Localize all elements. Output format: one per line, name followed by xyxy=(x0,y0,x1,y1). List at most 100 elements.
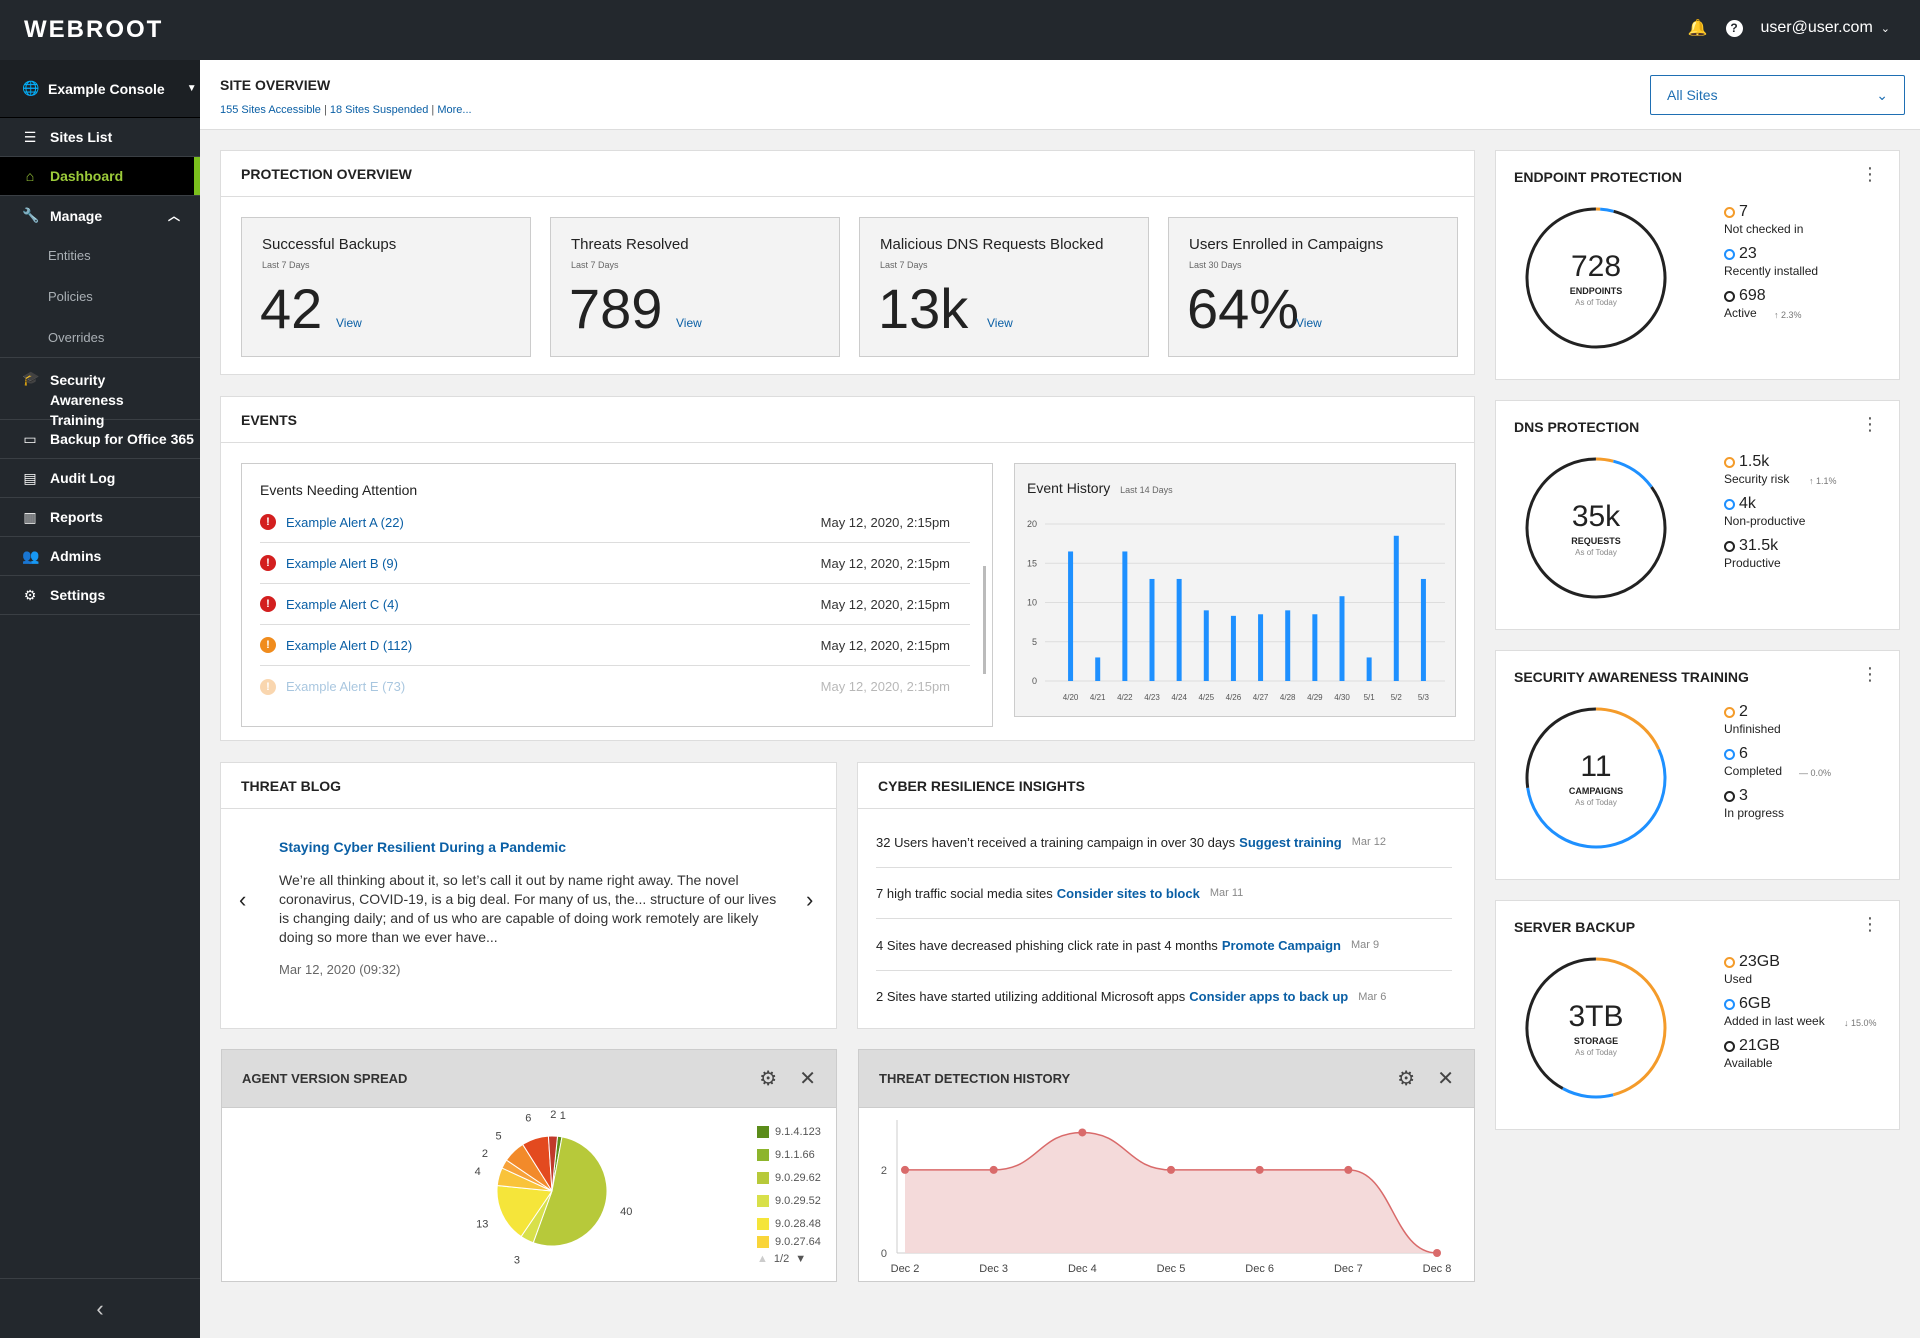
legend-item: 2 Unfinished xyxy=(1724,703,1894,736)
pie-slice-label: 2 xyxy=(550,1109,556,1121)
widget-controls: ⚙ ✕ xyxy=(759,1066,816,1091)
donut-asof: As of Today xyxy=(1575,547,1617,557)
sidebar-item-security-awareness-training[interactable]: 🎓 Security Awareness Training xyxy=(0,358,200,428)
sidebar-item-sites-list[interactable]: ☰ Sites List xyxy=(0,118,200,157)
site-filter-select[interactable]: All Sites ⌄ xyxy=(1650,75,1905,115)
alert-name[interactable]: Example Alert D (112) xyxy=(286,637,413,653)
blog-post-title[interactable]: Staying Cyber Resilient During a Pandemi… xyxy=(279,839,567,855)
close-icon[interactable]: ✕ xyxy=(1437,1068,1454,1090)
x-tick-label: 5/3 xyxy=(1418,693,1430,702)
legend-item[interactable]: 9.0.29.52 xyxy=(757,1189,821,1212)
user-menu[interactable]: user@user.com ⌄ xyxy=(1761,19,1891,37)
insight-link[interactable]: Consider apps to back up xyxy=(1189,989,1349,1004)
sidebar-subitem-policies[interactable]: Policies xyxy=(48,289,93,304)
view-link[interactable]: View xyxy=(336,316,362,330)
alert-name[interactable]: Example Alert C (4) xyxy=(286,596,399,612)
sidebar-item-admins[interactable]: 👥 Admins xyxy=(0,537,200,576)
insight-link[interactable]: Consider sites to block xyxy=(1056,885,1200,901)
view-link[interactable]: View xyxy=(676,316,702,330)
endpoint-protection-card: ENDPOINT PROTECTION ⋮ 728 ENDPOINTS As of … xyxy=(1495,150,1900,380)
attention-title: Events Needing Attention xyxy=(260,482,418,498)
sidebar-subitem-overrides[interactable]: Overrides xyxy=(0,317,200,358)
more-options-icon[interactable]: ⋮ xyxy=(1861,664,1879,684)
alert-date: May 12, 2020, 2:15pm xyxy=(820,514,950,530)
view-link[interactable]: View xyxy=(987,316,1013,330)
insight-link[interactable]: Suggest training xyxy=(1239,834,1342,850)
pager-next-icon[interactable]: ▼ xyxy=(795,1253,807,1265)
orange-ring-icon xyxy=(1724,706,1735,718)
orange-ring-icon xyxy=(1724,456,1735,468)
x-tick-label: 4/30 xyxy=(1334,693,1350,702)
stat-value: 13k xyxy=(878,277,969,340)
blog-next-button[interactable]: › xyxy=(806,887,814,912)
more-link[interactable]: More... xyxy=(437,104,472,116)
legend-item[interactable]: 9.1.1.66 xyxy=(757,1143,821,1166)
legend-item[interactable]: 9.1.4.123 xyxy=(757,1120,821,1143)
widget-header: AGENT VERSION SPREAD ⚙ ✕ xyxy=(222,1050,836,1108)
sidebar-item-label: Audit Log xyxy=(50,470,116,486)
legend-swatch xyxy=(757,1217,769,1230)
more-options-icon[interactable]: ⋮ xyxy=(1861,164,1879,184)
x-tick-label: 5/2 xyxy=(1391,693,1403,702)
trend-value: 0.0% xyxy=(1810,768,1832,778)
insight-row: 7 high traffic social media sites Conside… xyxy=(876,868,1452,919)
chevron-up-icon: ︿ xyxy=(167,209,180,223)
legend-label: Recently installed xyxy=(1724,264,1819,278)
view-link[interactable]: View xyxy=(1296,316,1322,330)
sidebar-item-dashboard[interactable]: ⌂ Dashboard xyxy=(0,157,200,196)
sidebar-item-manage[interactable]: 🔧 Manage ︿ xyxy=(0,196,200,235)
alert-row[interactable]: ! Example Alert C (4) May 12, 2020, 2:15pm xyxy=(260,584,970,625)
sites-accessible-link[interactable]: 155 Sites Accessible xyxy=(220,104,321,116)
sites-suspended-link[interactable]: 18 Sites Suspended xyxy=(329,104,429,116)
alert-row[interactable]: ! Example Alert D (112) May 12, 2020, 2:15… xyxy=(260,625,970,666)
y-tick-label: 5 xyxy=(1032,637,1037,647)
donut-value: 11 xyxy=(1580,749,1612,783)
legend-value: 4k xyxy=(1739,495,1756,512)
more-options-icon[interactable]: ⋮ xyxy=(1861,914,1879,934)
alert-row[interactable]: ! Example Alert A (22) May 12, 2020, 2:15p… xyxy=(260,502,970,543)
sidebar-item-reports[interactable]: ▥ Reports xyxy=(0,498,200,537)
legend-item[interactable]: 9.0.27.64 xyxy=(757,1235,821,1249)
donut-asof: As of Today xyxy=(1575,297,1617,307)
donut-legend: 2 Unfinished 6 Completed — 0.0% 3 In progres… xyxy=(1724,703,1894,829)
bar xyxy=(1312,614,1318,681)
y-tick-label: 10 xyxy=(1027,598,1037,608)
x-tick-label: 4/24 xyxy=(1171,693,1187,702)
card-title: SECURITY AWARENESS TRAINING xyxy=(1514,669,1749,685)
legend-item[interactable]: 9.0.29.62 xyxy=(757,1166,821,1189)
sidebar-item-backup-office365[interactable]: ▭ Backup for Office 365 xyxy=(0,420,200,459)
console-selector[interactable]: 🌐 Example Console ▼ xyxy=(0,60,200,118)
legend-item[interactable]: 9.0.28.48 xyxy=(757,1212,821,1235)
legend-item: 6 Completed — 0.0% xyxy=(1724,745,1894,778)
pie-slice-label: 3 xyxy=(514,1255,520,1267)
sidebar-item-label: Backup for Office 365 xyxy=(50,431,194,447)
trend-indicator: ↓ 15.0% xyxy=(1844,1018,1877,1028)
alert-name[interactable]: Example Alert B (9) xyxy=(286,555,398,571)
dns-protection-card: DNS PROTECTION ⋮ 35k REQUESTS As of Today … xyxy=(1495,400,1900,630)
insight-link[interactable]: Promote Campaign xyxy=(1221,937,1341,953)
alert-row[interactable]: ! Example Alert E (73) May 12, 2020, 2:15p… xyxy=(260,666,970,707)
donut-arc xyxy=(1525,457,1667,599)
collapse-sidebar-button[interactable]: ‹ xyxy=(0,1278,200,1338)
alert-row[interactable]: ! Example Alert B (9) May 12, 2020, 2:15pm xyxy=(260,543,970,584)
close-icon[interactable]: ✕ xyxy=(799,1068,816,1090)
more-options-icon[interactable]: ⋮ xyxy=(1861,414,1879,434)
gear-icon[interactable]: ⚙ xyxy=(1397,1068,1416,1090)
alert-list-scrollbar[interactable] xyxy=(983,566,986,674)
graduation-cap-icon: 🎓 xyxy=(22,370,40,386)
webroot-logo[interactable]: WEBROOT xyxy=(24,16,164,43)
sidebar-item-settings[interactable]: ⚙ Settings xyxy=(0,576,200,615)
blog-prev-button[interactable]: ‹ xyxy=(239,887,247,912)
sidebar-subitem-entities[interactable]: Entities xyxy=(48,248,91,263)
gear-icon[interactable]: ⚙ xyxy=(759,1068,778,1090)
event-history-panel: Event History Last 14 Days 0 5 10 15 20 4/20 4… xyxy=(1014,463,1456,717)
donut-arc xyxy=(1600,207,1614,213)
stat-subtitle: Last 30 Days xyxy=(1189,260,1242,270)
sidebar-item-audit-log[interactable]: ▤ Audit Log xyxy=(0,459,200,498)
bell-icon[interactable]: 🔔 xyxy=(1687,20,1708,37)
help-icon[interactable]: ? xyxy=(1725,19,1743,37)
pager-prev-icon[interactable]: ▲ xyxy=(757,1253,768,1265)
alert-name[interactable]: Example Alert A (22) xyxy=(286,514,404,530)
legend-pager[interactable]: ▲ 1/2 ▼ xyxy=(757,1249,821,1269)
alert-name[interactable]: Example Alert E (73) xyxy=(286,679,406,694)
